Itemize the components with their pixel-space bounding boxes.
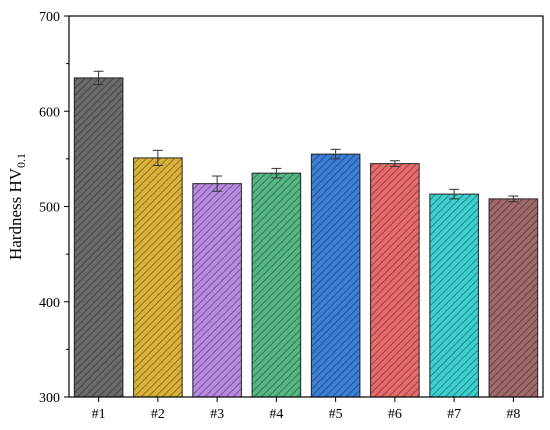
y-tick-label: 700 [39,10,60,25]
x-axis-ticks: #1 #2 #3 #4 #5 #6 #7 #8 [92,397,520,422]
x-tick-label: #8 [506,407,520,422]
y-tick-label: 600 [39,105,60,120]
y-axis-title: Hardness HV0.1 [6,153,28,260]
bar-1 [73,77,124,398]
x-tick-label: #2 [151,407,165,422]
bar-5 [310,153,361,398]
bars-group [73,77,539,398]
x-tick-label: #3 [210,407,224,422]
bar-7 [429,193,479,398]
x-tick-label: #4 [269,407,283,422]
error-bars-group [93,70,519,203]
y-tick-label: 300 [39,391,60,406]
y-axis-title-subscript: 0.1 [14,153,28,168]
x-tick-label: #6 [388,407,402,422]
y-axis-title-main: Hardness HV [6,167,25,260]
y-tick-label: 400 [39,296,60,311]
bar-8 [488,198,539,398]
y-tick-label: 500 [39,201,60,216]
x-tick-label: #5 [329,407,343,422]
bar-4 [251,172,302,398]
x-tick-label: #7 [447,407,461,422]
bar-3 [192,183,242,398]
x-tick-label: #1 [92,407,106,422]
bar-6 [370,163,420,398]
bar-2 [133,157,183,398]
y-axis-ticks: 300 400 500 600 700 [39,10,69,406]
